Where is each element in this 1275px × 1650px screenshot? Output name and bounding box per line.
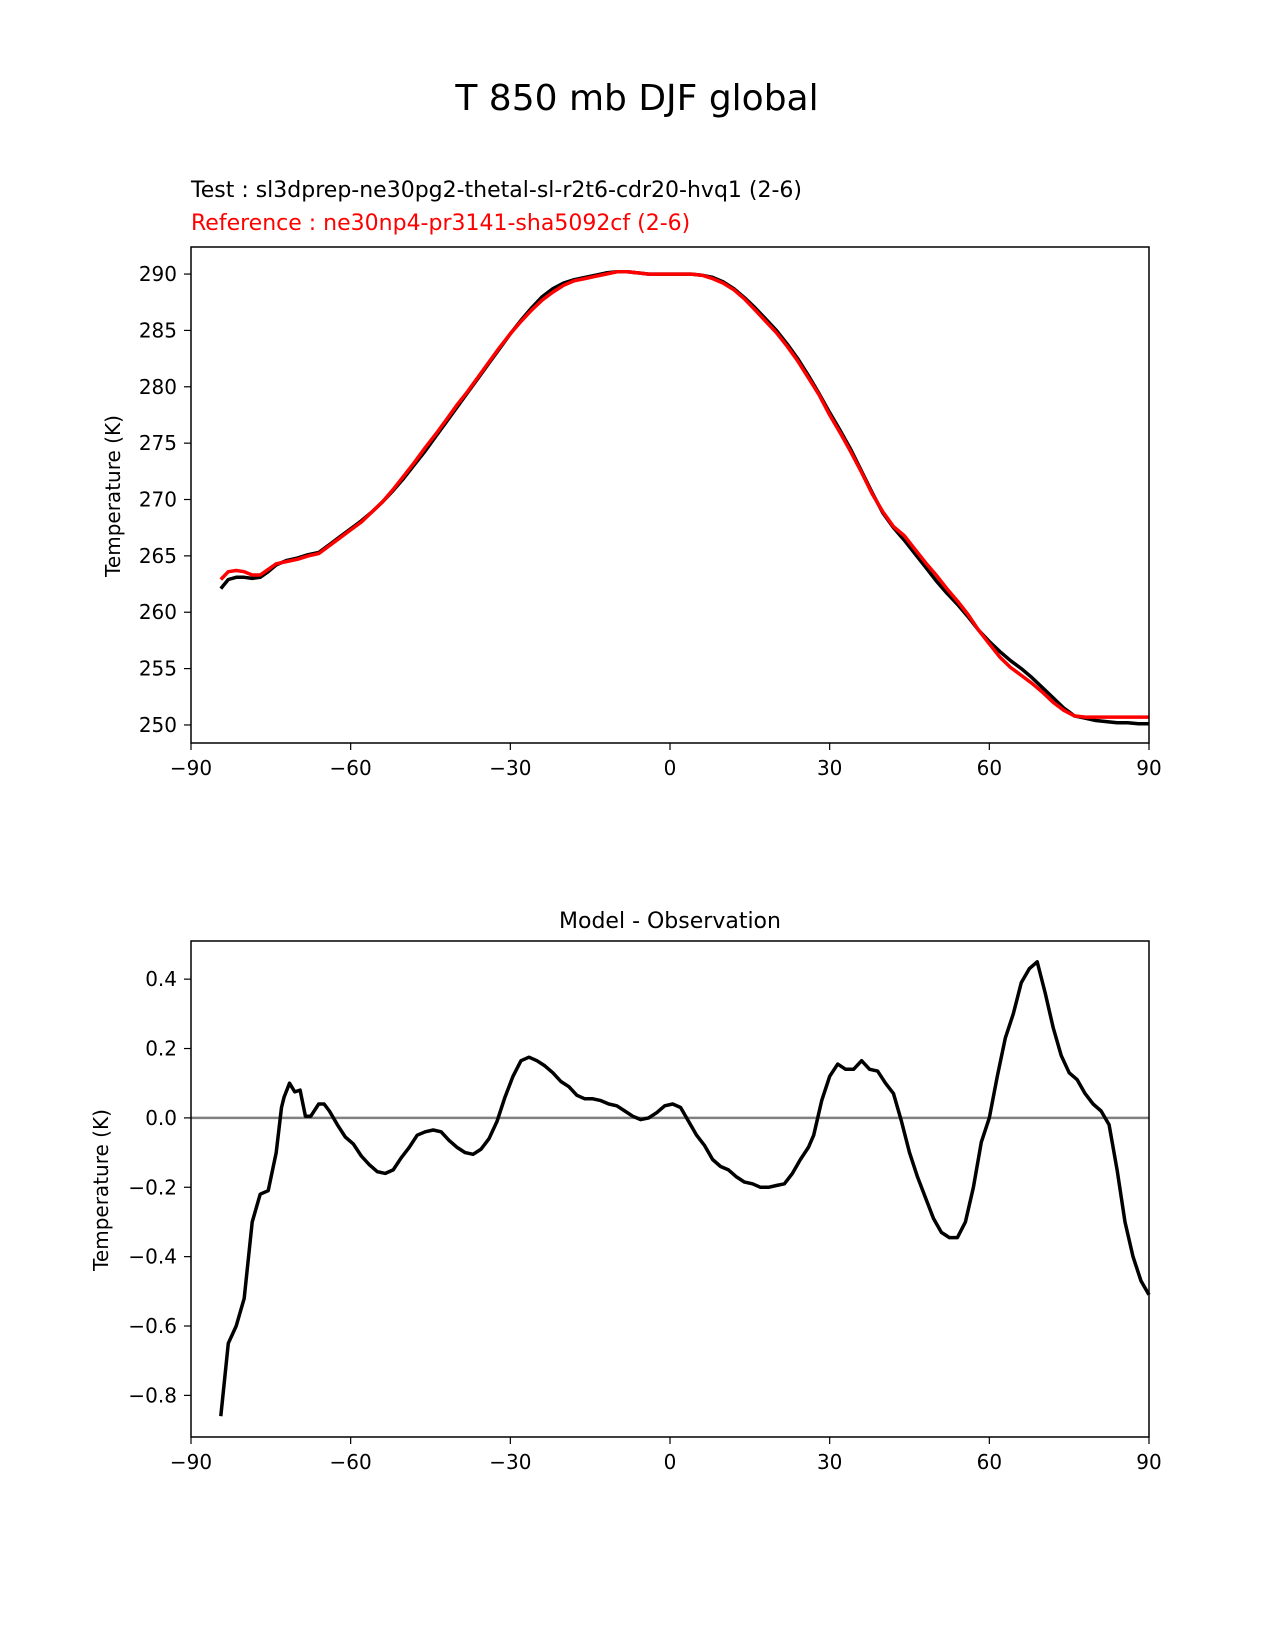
bottom-x-tick-label: −30 — [489, 1450, 531, 1474]
top-x-tick-label: −60 — [330, 756, 372, 780]
bottom-y-tick-label: 0.2 — [145, 1037, 177, 1061]
bottom-x-tick-label: 60 — [977, 1450, 1002, 1474]
top-axes-frame — [190, 246, 1150, 744]
top-x-tick-label: −30 — [489, 756, 531, 780]
top-x-tick-label: 60 — [977, 756, 1002, 780]
bottom-x-tick-label: 90 — [1136, 1450, 1161, 1474]
top-panel: Test : sl3dprep-ne30pg2-thetal-sl-r2t6-c… — [101, 178, 1162, 780]
top-y-tick-label: 275 — [139, 431, 177, 455]
top-y-tick-label: 255 — [139, 657, 177, 681]
bottom-title: Model - Observation — [559, 909, 781, 934]
top-series-line-reference — [219, 270, 1149, 719]
top-x-tick-label: 0 — [664, 756, 677, 780]
bottom-y-tick-label: −0.8 — [128, 1383, 177, 1407]
bottom-y-tick-label: −0.4 — [128, 1245, 177, 1269]
bottom-x-tick-label: 30 — [817, 1450, 842, 1474]
top-y-tick-label: 260 — [139, 600, 177, 624]
bottom-axes-frame — [190, 940, 1150, 1438]
top-x-tick-label: −90 — [170, 756, 212, 780]
top-y-tick-label: 270 — [139, 488, 177, 512]
top-y-axis-label: Temperature (K) — [101, 415, 125, 578]
bottom-series-line-diff — [219, 960, 1151, 1417]
bottom-x-tick-label: −60 — [330, 1450, 372, 1474]
top-y-tick-label: 285 — [139, 318, 177, 342]
bottom-y-axis-label: Temperature (K) — [89, 1109, 113, 1272]
bottom-y-tick-label: 0.0 — [145, 1106, 177, 1130]
top-x-tick-label: 30 — [817, 756, 842, 780]
bottom-y-tick-label: −0.6 — [128, 1314, 177, 1338]
bottom-plot-area: −90 −60 −30 0 30 60 90 −0.8 −0.6 −0.4 −0.2 0.0 0.2 0.… — [128, 960, 1162, 1474]
bottom-y-tick-label: −0.2 — [128, 1175, 177, 1199]
top-plot-area: −90 −60 −30 0 30 60 90 250 255 260 265 270 275 280 285… — [139, 262, 1162, 780]
reference-label: Reference : ne30np4-pr3141-sha5092cf (2-… — [191, 211, 690, 236]
top-x-tick-label: 90 — [1136, 756, 1161, 780]
bottom-x-tick-label: −90 — [170, 1450, 212, 1474]
top-y-tick-label: 290 — [139, 262, 177, 286]
test-label: Test : sl3dprep-ne30pg2-thetal-sl-r2t6-c… — [190, 178, 802, 203]
figure-title: T 850 mb DJF global — [454, 78, 818, 119]
top-series-line-test — [219, 270, 1149, 726]
top-y-tick-label: 265 — [139, 544, 177, 568]
bottom-x-tick-label: 0 — [664, 1450, 677, 1474]
bottom-y-tick-label: 0.4 — [145, 967, 177, 991]
top-y-tick-label: 250 — [139, 713, 177, 737]
bottom-panel: Model - Observation Temperature (K) −90−… — [89, 909, 1162, 1474]
top-y-tick-label: 280 — [139, 375, 177, 399]
